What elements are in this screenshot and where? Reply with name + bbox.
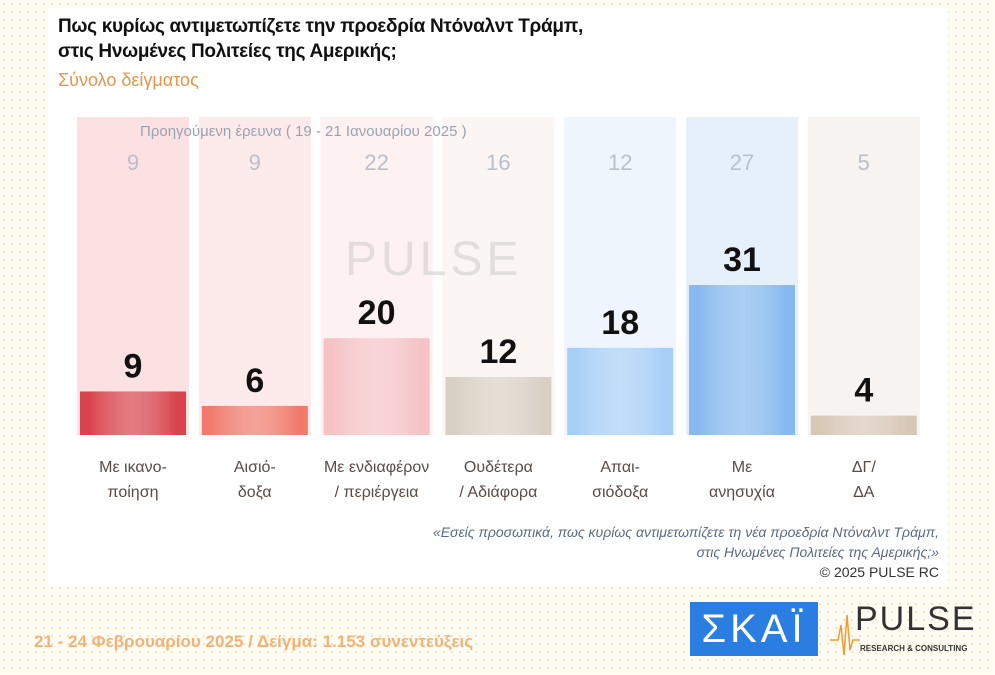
category-label: ποίηση bbox=[108, 484, 159, 501]
bar-highlight bbox=[89, 391, 177, 435]
category-label: ΔΓ/ bbox=[852, 459, 877, 476]
column-background bbox=[807, 117, 920, 435]
category-label: Απαι- bbox=[600, 459, 640, 476]
previous-value-label: 5 bbox=[858, 150, 870, 175]
category-label: / περιέργεια bbox=[335, 484, 419, 501]
category-label: Με ενδιαφέρον bbox=[324, 459, 429, 476]
copyright: © 2025 PULSE RC bbox=[819, 564, 939, 580]
bar-highlight bbox=[210, 405, 299, 435]
category-label: Με bbox=[732, 459, 752, 476]
chart-title: Πως κυρίως αντιμετωπίζετε την προεδρία Ν… bbox=[58, 16, 583, 62]
bar-highlight bbox=[576, 347, 665, 435]
column-background bbox=[198, 117, 311, 435]
previous-value-label: 12 bbox=[608, 150, 632, 175]
survey-dates: 21 - 24 Φεβρουαρίου 2025 / Δείγμα: 1.153… bbox=[34, 632, 474, 651]
skai-logo: ΣΚΑΪ bbox=[690, 602, 818, 656]
bar-highlight bbox=[454, 376, 543, 435]
column-background bbox=[77, 117, 189, 435]
bar-highlight bbox=[698, 285, 786, 435]
previous-survey-label: Προηγούμενη έρευνα ( 19 - 21 Ιανουαρίου … bbox=[140, 123, 467, 140]
previous-value-label: 9 bbox=[127, 150, 139, 175]
category-label: δοξα bbox=[238, 484, 272, 501]
value-label: 4 bbox=[854, 372, 873, 410]
value-label: 6 bbox=[245, 362, 264, 400]
category-label: Ουδέτερα bbox=[464, 459, 533, 476]
category-label: ανησυχία bbox=[709, 484, 775, 501]
pulse-watermark: PULSE bbox=[345, 233, 523, 286]
category-label: ΔΑ bbox=[853, 484, 875, 501]
category-label: Με ικανο- bbox=[99, 459, 167, 476]
value-label: 31 bbox=[723, 241, 761, 279]
category-label: σιόδοξα bbox=[592, 484, 648, 501]
pulse-wave-icon bbox=[830, 614, 860, 656]
value-label: 18 bbox=[601, 304, 639, 342]
pulse-logo: PULSE RESEARCH & CONSULTING bbox=[830, 600, 980, 660]
category-label: / Αδιάφορα bbox=[459, 484, 537, 501]
bar-highlight bbox=[332, 338, 421, 435]
bar-chart: 9 9 Με ικανο-ποίηση 6 9 Αισιό-δοξα 20 22 Με ενδι… bbox=[77, 117, 920, 501]
previous-value-label: 27 bbox=[730, 150, 754, 175]
value-label: 9 bbox=[124, 347, 143, 385]
category-label: Αισιό- bbox=[234, 459, 276, 476]
value-label: 12 bbox=[479, 333, 517, 371]
previous-value-label: 16 bbox=[486, 150, 510, 175]
bar-highlight bbox=[819, 415, 908, 435]
previous-value-label: 9 bbox=[249, 150, 261, 175]
previous-value-label: 22 bbox=[364, 150, 388, 175]
question-note: «Εσείς προσωπικά, πως κυρίως αντιμετωπίζ… bbox=[432, 524, 939, 580]
chart-subtitle: Σύνολο δείγματος bbox=[58, 70, 199, 90]
value-label: 20 bbox=[358, 294, 396, 332]
